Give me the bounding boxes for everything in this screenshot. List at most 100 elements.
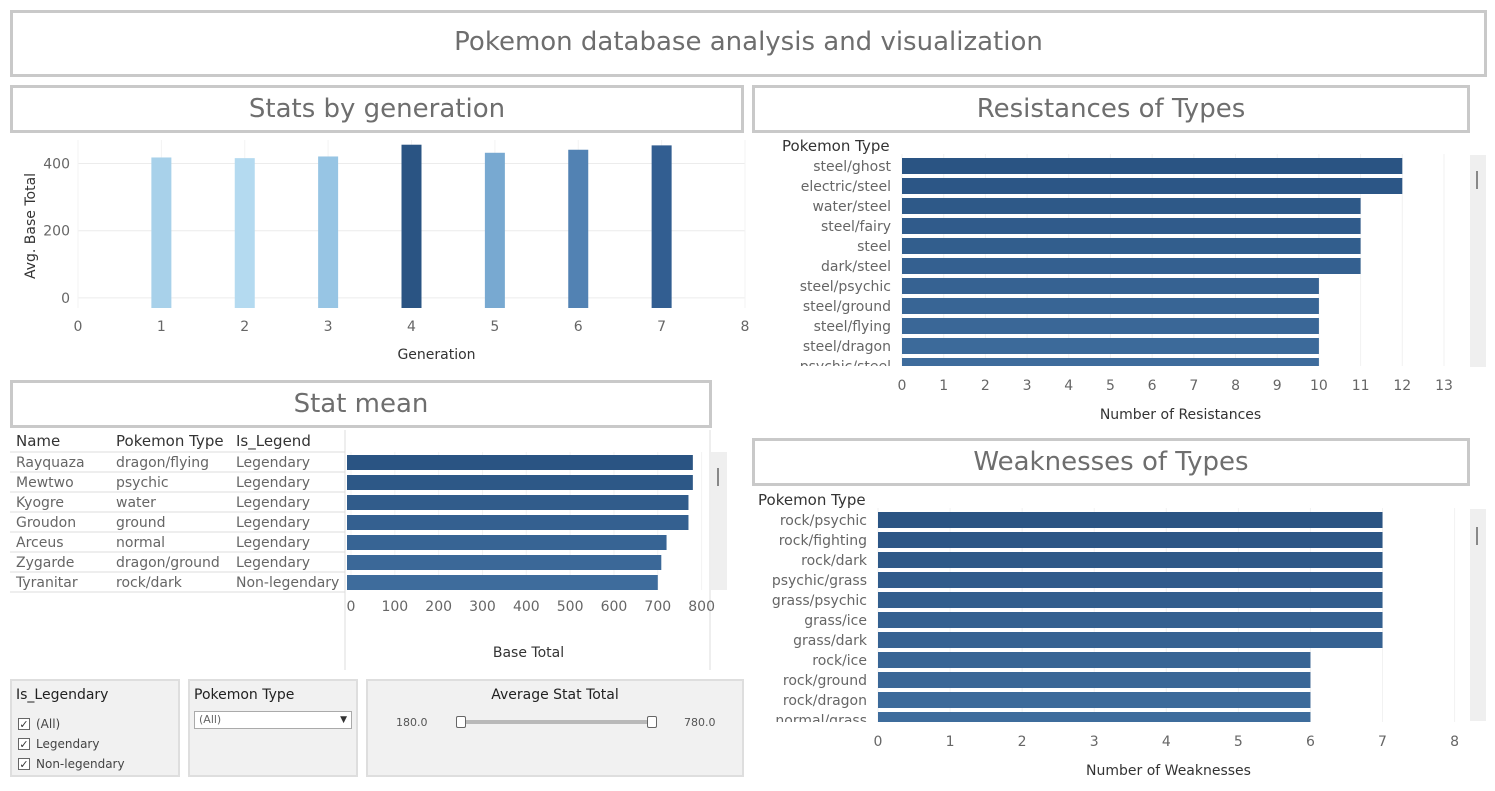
bar xyxy=(878,532,1383,548)
bar xyxy=(902,358,1319,366)
category-label: steel xyxy=(857,239,891,255)
statmean-table-chart[interactable]: Name Pokemon Type Is_Legend 0 100 200 300 400 50… xyxy=(0,428,730,673)
checkbox-icon[interactable]: ✓ xyxy=(18,718,30,731)
category-label: steel/dragon xyxy=(803,339,891,355)
y-tick-label: 200 xyxy=(43,224,70,240)
x-axis-label: Generation xyxy=(397,347,475,363)
x-tick-label: 5 xyxy=(1234,734,1243,750)
table-cell: Zygarde xyxy=(16,555,74,571)
bar xyxy=(878,632,1383,648)
legendary-option-nonlegendary[interactable]: ✓ Non-legendary xyxy=(18,757,125,771)
x-tick-label: 4 xyxy=(407,319,416,335)
bar xyxy=(234,158,255,308)
x-tick-label: 13 xyxy=(1435,378,1453,394)
table-header: Is_Legend xyxy=(236,432,311,451)
x-tick-label: 6 xyxy=(1148,378,1157,394)
bar xyxy=(401,144,422,308)
checkbox-icon[interactable]: ✓ xyxy=(18,738,30,751)
x-tick-label: 6 xyxy=(574,319,583,335)
table-cell: dragon/flying xyxy=(116,455,209,471)
chevron-down-icon[interactable]: ▼ xyxy=(340,715,347,725)
category-label: normal/grass xyxy=(775,713,867,729)
bar xyxy=(902,338,1319,354)
resistances-bar-chart[interactable]: Pokemon Type steel/ghost electric/steel wat… xyxy=(752,133,1472,433)
table-cell: Legendary xyxy=(236,495,310,511)
category-label: rock/dragon xyxy=(783,693,867,709)
x-axis-label: Number of Resistances xyxy=(1100,407,1261,423)
generation-title-frame: Stats by generation xyxy=(10,85,744,133)
table-cell: water xyxy=(116,495,156,511)
resist-scrollbar[interactable] xyxy=(1470,155,1486,367)
table-cell: Groudon xyxy=(16,515,76,531)
slider-handle-min[interactable] xyxy=(456,716,466,728)
category-label: rock/ice xyxy=(812,653,867,669)
category-label: steel/psychic xyxy=(800,279,891,295)
y-axis-label: Avg. Base Total xyxy=(23,173,39,279)
x-tick-label: 8 xyxy=(741,319,750,335)
legendary-option-all[interactable]: ✓ (All) xyxy=(18,717,60,731)
bar xyxy=(902,238,1361,254)
legendary-option-legendary[interactable]: ✓ Legendary xyxy=(18,737,99,751)
x-axis-label: Base Total xyxy=(493,645,564,661)
type-dropdown[interactable]: (All) ▼ xyxy=(194,711,352,729)
resist-scroll-thumb[interactable] xyxy=(1476,171,1478,189)
x-tick-label: 2 xyxy=(240,319,249,335)
category-label: rock/dark xyxy=(801,553,868,569)
stat-total-max: 780.0 xyxy=(684,716,716,729)
category-label: steel/ghost xyxy=(813,159,891,175)
x-tick-label: 4 xyxy=(1064,378,1073,394)
weaknesses-bar-chart[interactable]: Pokemon Typerock/psychicrock/fightingroc… xyxy=(752,487,1472,787)
table-cell: Arceus xyxy=(16,535,64,551)
table-header: Pokemon Type xyxy=(116,432,224,450)
bar xyxy=(902,318,1319,334)
statmean-panel-title: Stat mean xyxy=(293,389,429,419)
x-axis-label: Number of Weaknesses xyxy=(1086,763,1251,779)
x-tick-label: 2 xyxy=(1018,734,1027,750)
category-header: Pokemon Type xyxy=(758,491,866,509)
option-label: (All) xyxy=(36,717,61,731)
category-label: steel/ground xyxy=(803,299,891,315)
table-cell: ground xyxy=(116,515,166,531)
table-cell: dragon/ground xyxy=(116,555,220,571)
weak-scroll-thumb[interactable] xyxy=(1476,527,1478,545)
statmean-scrollbar[interactable] xyxy=(711,452,727,590)
table-cell: Legendary xyxy=(236,475,310,491)
x-tick-label: 7 xyxy=(1189,378,1198,394)
x-tick-label: 800 xyxy=(688,599,715,615)
bar xyxy=(651,145,672,308)
table-cell: normal xyxy=(116,535,165,551)
x-tick-label: 500 xyxy=(557,599,584,615)
slider-track[interactable] xyxy=(460,720,652,724)
table-cell: Kyogre xyxy=(16,495,64,511)
bar xyxy=(878,712,1311,722)
legendary-filter: Is_Legendary ✓ (All) ✓ Legendary ✓ Non-l… xyxy=(10,679,180,777)
table-cell: Legendary xyxy=(236,455,310,471)
table-cell: rock/dark xyxy=(116,575,183,591)
bar xyxy=(347,495,689,510)
category-label: steel/flying xyxy=(814,319,891,335)
x-tick-label: 0 xyxy=(874,734,883,750)
slider-handle-max[interactable] xyxy=(647,716,657,728)
bar xyxy=(347,575,658,590)
generation-bar-chart[interactable]: 0 200 400 0 1 2 3 4 5 6 7 8 Generation Avg. Base Tota… xyxy=(0,135,750,375)
x-tick-label: 8 xyxy=(1450,734,1459,750)
category-label: water/steel xyxy=(812,199,891,215)
bar xyxy=(151,157,172,308)
bar xyxy=(902,278,1319,294)
category-label: psychic/grass xyxy=(772,573,867,589)
statmean-scroll-thumb[interactable] xyxy=(717,468,719,486)
weak-title-frame: Weaknesses of Types xyxy=(752,438,1470,486)
statmean-title-frame: Stat mean xyxy=(10,380,712,428)
option-label: Legendary xyxy=(36,737,100,751)
category-label: dark/steel xyxy=(821,259,891,275)
x-tick-label: 5 xyxy=(1106,378,1115,394)
x-tick-label: 2 xyxy=(981,378,990,394)
stat-total-min: 180.0 xyxy=(396,716,428,729)
bar xyxy=(347,515,689,530)
checkbox-icon[interactable]: ✓ xyxy=(18,758,30,771)
table-header: Name xyxy=(16,432,60,450)
bars-group: rock/psychic rock/fighting rock/dark psychi… xyxy=(772,508,1456,729)
category-label: rock/ground xyxy=(783,673,867,689)
x-tick-label: 1 xyxy=(946,734,955,750)
weak-scrollbar[interactable] xyxy=(1470,509,1486,721)
